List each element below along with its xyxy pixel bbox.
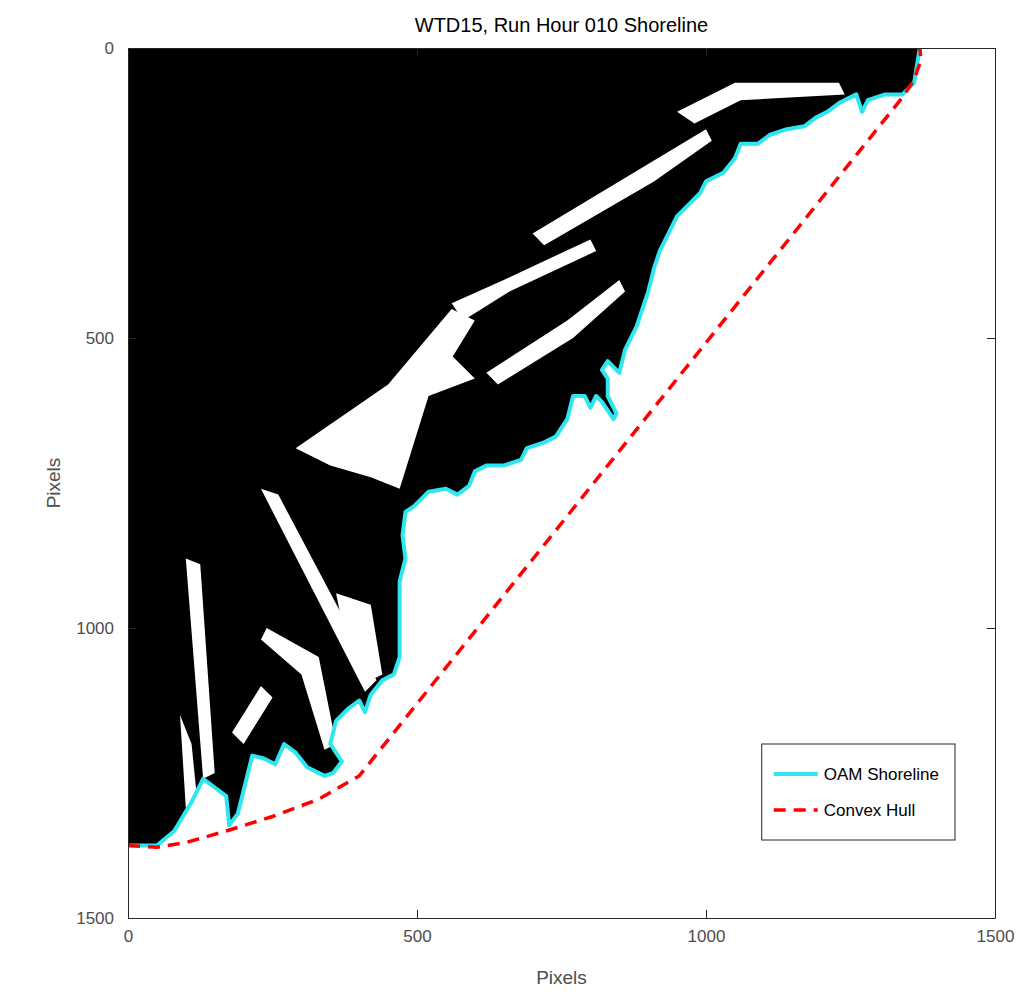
x-axis-top	[129, 48, 996, 56]
axis-line	[129, 918, 996, 919]
tick-mark	[987, 338, 995, 339]
plot-area	[128, 48, 921, 847]
tick-mark	[987, 628, 995, 629]
legend-label: OAM Shoreline	[824, 765, 939, 784]
tick-label: 0	[105, 39, 114, 58]
tick: 500	[403, 910, 431, 946]
series-line	[128, 48, 920, 846]
tick-mark	[128, 48, 136, 49]
channel	[452, 239, 597, 320]
tick	[987, 918, 995, 919]
tick-label: 1500	[977, 927, 1015, 946]
series-line	[128, 48, 921, 847]
tick: 0	[105, 39, 136, 58]
tick	[987, 48, 995, 49]
tick-label: 1000	[688, 927, 726, 946]
tick-mark	[128, 338, 136, 339]
tick-mark	[417, 910, 418, 918]
tick-mark	[128, 628, 136, 629]
tick-mark	[417, 48, 418, 56]
channel	[261, 628, 336, 750]
tick-label: 0	[124, 927, 133, 946]
tick: 500	[86, 329, 136, 348]
tick-label: 1500	[76, 909, 114, 928]
tick-mark	[987, 48, 995, 49]
tick-label: 500	[86, 329, 114, 348]
y-axis-right	[987, 49, 996, 919]
tick	[706, 48, 707, 56]
legend: OAM Shoreline Convex Hull	[762, 744, 955, 840]
axis-line	[128, 49, 129, 919]
x-axis-title: Pixels	[536, 967, 587, 988]
x-axis: 0 500 1000 1500	[124, 910, 1015, 946]
tick-mark	[706, 910, 707, 918]
land	[128, 48, 920, 846]
tick	[987, 338, 995, 339]
tick	[417, 48, 418, 56]
y-axis: 0 500 1000 1500	[76, 39, 136, 928]
legend-swatch	[774, 808, 818, 812]
y-axis-title: Pixels	[43, 458, 64, 509]
tick-mark	[987, 918, 995, 919]
title: WTD15, Run Hour 010 Shoreline	[415, 14, 708, 36]
tick-label: 500	[403, 927, 431, 946]
channel	[533, 129, 712, 245]
channel	[336, 593, 382, 680]
legend-label: Convex Hull	[824, 801, 916, 820]
tick: 1000	[688, 910, 726, 946]
tick	[987, 628, 995, 629]
tick: 1000	[76, 619, 136, 638]
legend-swatch	[774, 772, 818, 776]
channel	[232, 686, 272, 744]
axis-line	[995, 49, 996, 919]
tick-label: 1000	[76, 619, 114, 638]
legend-box	[762, 744, 955, 840]
chart: 0 500 1000 1500 0 500 1000 1500 WTD15, Run Hour …	[0, 0, 1027, 1008]
channel	[296, 309, 475, 489]
channel	[405, 355, 474, 396]
tick: 1500	[76, 909, 136, 928]
tick-mark	[128, 918, 136, 919]
tick-mark	[706, 48, 707, 56]
axis-line	[129, 48, 996, 49]
